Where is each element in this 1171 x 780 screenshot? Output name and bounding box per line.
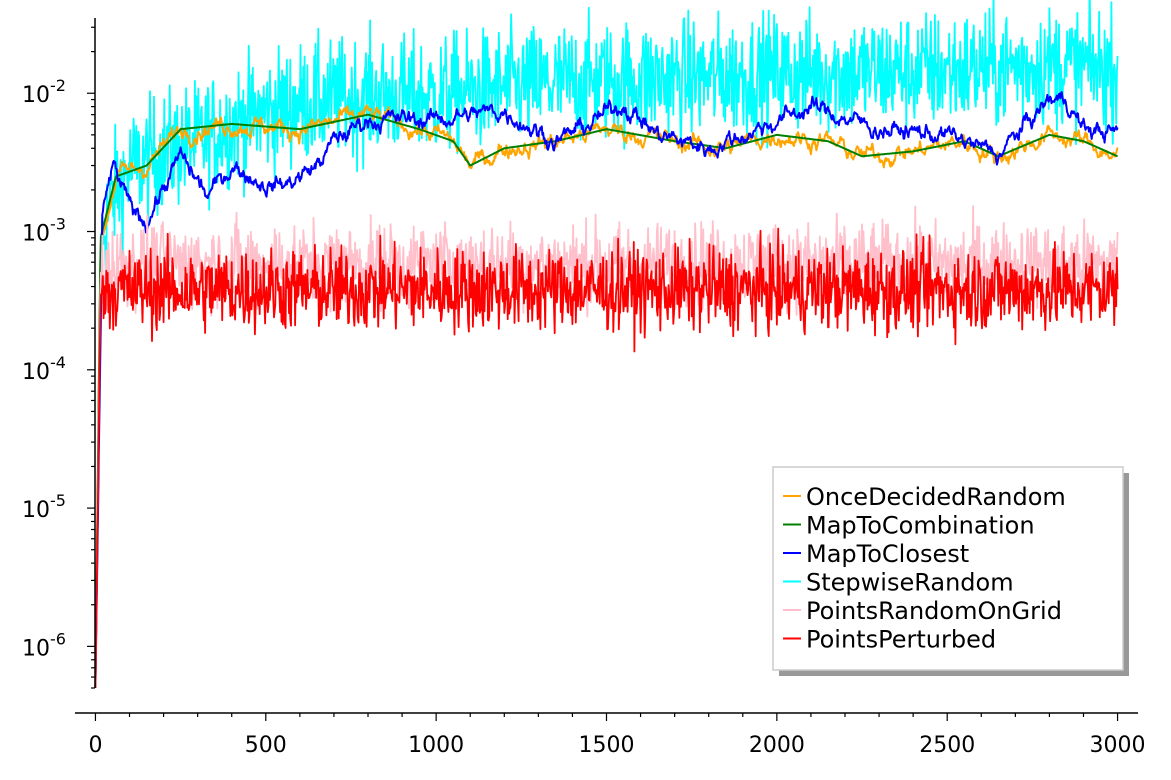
x-tick-label: 3000 <box>1090 733 1146 758</box>
series-line-MapToCombination <box>94 113 1118 689</box>
y-tick-label: 10-6 <box>22 629 66 661</box>
y-tick-label: 10-3 <box>22 215 66 247</box>
y-tick-label: 10-4 <box>22 353 66 385</box>
series-line-MapToClosest <box>94 91 1119 689</box>
legend-label: OnceDecidedRandom <box>806 483 1066 511</box>
x-tick-label: 1000 <box>408 733 464 758</box>
series-line-StepwiseRandom <box>94 0 1119 689</box>
y-tick-label: 10-5 <box>22 491 66 523</box>
x-tick-label: 500 <box>245 733 287 758</box>
legend-label: PointsRandomOnGrid <box>806 597 1062 625</box>
x-tick-label: 1500 <box>579 733 635 758</box>
series-line-OnceDecidedRandom <box>94 104 1119 689</box>
plot-area <box>94 0 1119 689</box>
x-tick-label: 2000 <box>749 733 805 758</box>
legend-label: StepwiseRandom <box>806 569 1014 597</box>
legend-label: MapToClosest <box>806 540 969 568</box>
series-line-PointsPerturbed <box>94 227 1119 689</box>
y-tick-label: 10-2 <box>22 76 66 108</box>
legend: OnceDecidedRandomMapToCombinationMapToCl… <box>772 466 1129 676</box>
legend-box <box>772 466 1124 671</box>
x-tick-label: 0 <box>88 733 102 758</box>
legend-label: PointsPerturbed <box>806 626 996 654</box>
legend-label: MapToCombination <box>806 512 1035 540</box>
y-axis: 10-6 10-5 10-4 10-3 10-2 <box>22 18 96 689</box>
x-axis: 0 500 1000 1500 2000 2500 3000 <box>75 712 1146 758</box>
x-tick-label: 2500 <box>919 733 975 758</box>
